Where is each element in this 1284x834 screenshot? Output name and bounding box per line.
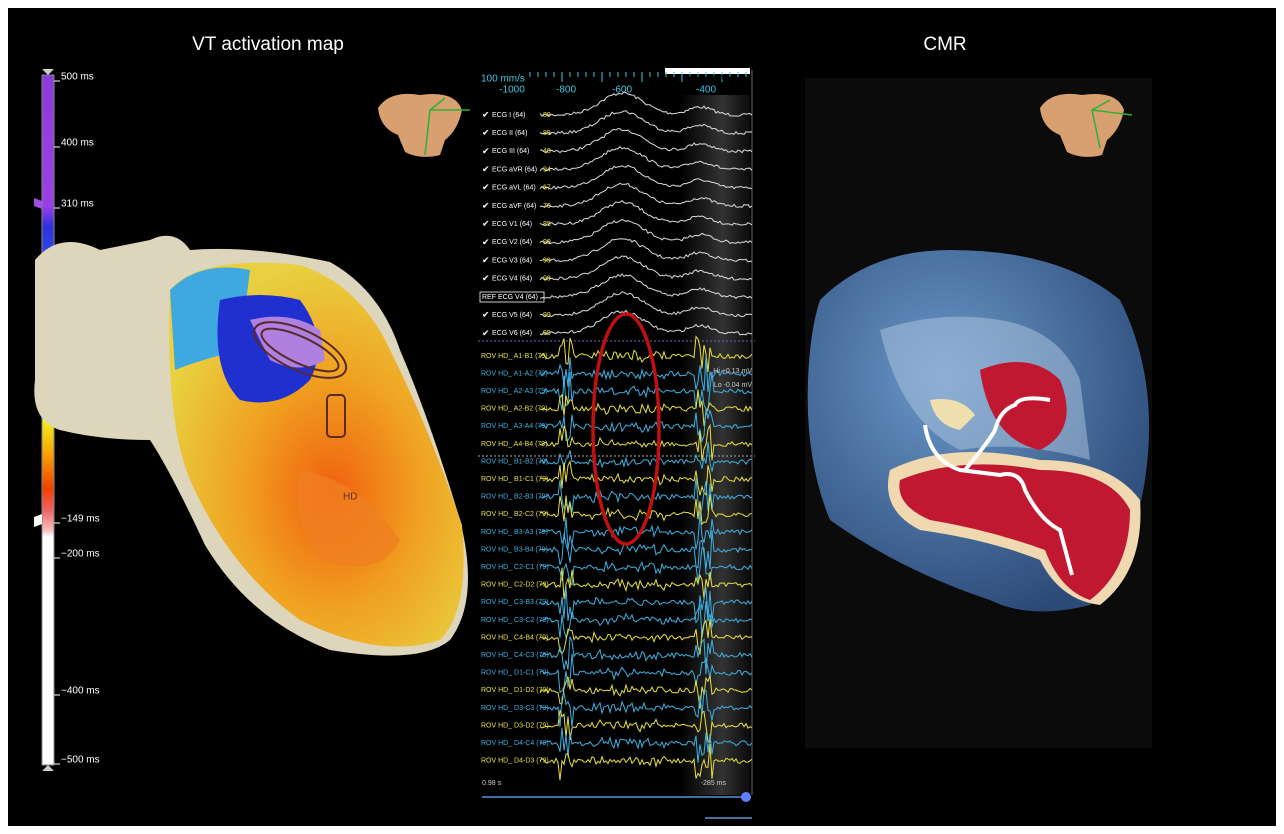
ruler-label: -400 <box>696 85 716 96</box>
colorbar-label: −200 ms <box>61 549 100 560</box>
channel-label: ROV HD_ A2-B2 (79) <box>481 406 548 413</box>
ruler-label: -800 <box>556 85 576 96</box>
channel-label: ECG III (64) <box>492 148 529 155</box>
channel-label: ROV HD_ D1-D2 (79) <box>481 687 549 694</box>
channel-value: 99 <box>543 330 551 337</box>
page: VT activation map CMR 500 ms 400 ms 310 ms… <box>0 0 1284 834</box>
title: CMR <box>923 34 966 55</box>
channel-label: REF ECG V4 (64) <box>482 294 538 301</box>
channel-label: ECG aVF (64) <box>492 203 536 210</box>
channel-label: ROV HD_ C4-B4 (79) <box>481 634 548 641</box>
channel-label: ROV HD_ D3-C3 (79) <box>481 705 549 712</box>
channel-label: ROV HD_ D4-C4 (79) <box>481 740 549 747</box>
channel-label: ROV HD_ B1-B2 (79) <box>481 458 548 465</box>
catheter-label: HD <box>343 492 357 503</box>
speed: 100 mm/s <box>481 74 525 85</box>
ruler-label: -285 ms <box>685 75 711 82</box>
channel-label: ROV HD_ C4-C3 (79) <box>481 652 549 659</box>
channel-value: 99 <box>543 276 551 283</box>
colorbar-label: −149 ms <box>61 514 100 525</box>
channel-value: 99 <box>543 239 551 246</box>
channel-label: ROV HD_ D4-D3 (79) <box>481 758 549 765</box>
channel-label: ROV HD_ D1-C1 (79) <box>481 670 549 677</box>
channel-label: ECG V6 (64) <box>492 330 532 337</box>
channel-label: ECG I (64) <box>492 112 525 119</box>
channel-value: 99 <box>543 312 551 319</box>
channel-value: 67 <box>543 185 551 192</box>
check: ✔ <box>482 128 490 138</box>
channel-value: 94 <box>543 166 551 173</box>
channel-label: ROV HD_ A2-A3 (79) <box>481 388 548 395</box>
channel-label: ROV HD_ B2-B3 (79) <box>481 494 548 501</box>
time: 0.98 s <box>482 780 502 787</box>
channel-label: ECG aVL (64) <box>492 185 536 192</box>
channel-label: ECG V4 (64) <box>492 276 532 283</box>
gain: Hi +0.13 mV <box>713 368 752 375</box>
ruler-label: 174 ms <box>712 75 735 82</box>
channel-label: ECG II (64) <box>492 130 527 137</box>
channel-label: ROV HD_ A4-B4 (79) <box>481 441 548 448</box>
time: -285 ms <box>701 780 727 787</box>
channel-label: ROV HD_ C2-C1 (79) <box>481 564 549 571</box>
channel-value: 48 <box>543 148 551 155</box>
channel-value: 70 <box>543 203 551 210</box>
channel-label: ECG V2 (64) <box>492 239 532 246</box>
channel-label: ROV HD_ B3-B4 (79) <box>481 546 548 553</box>
check: ✔ <box>482 200 490 210</box>
check: ✔ <box>482 219 490 229</box>
channel-value: 89 <box>543 112 551 119</box>
screenshot: VT activation map CMR 500 ms 400 ms 310 ms… <box>0 0 1284 834</box>
title: VT activation map <box>192 34 344 55</box>
channel-label: ROV HD_ C2-D2 (79) <box>481 582 549 589</box>
check: ✔ <box>482 164 490 174</box>
channel-label: ECG aVR (64) <box>492 166 537 173</box>
channel-label: ROV HD_ D3-D2 (79) <box>481 722 549 729</box>
colorbar-label: 500 ms <box>61 72 94 83</box>
gain: Lo -0.04 mV <box>714 382 752 389</box>
channel-value: 99 <box>543 257 551 264</box>
channel-label: ROV HD_ A3-A4 (79) <box>481 423 548 430</box>
channel-label: ROV HD_ B3-A3 (79) <box>481 529 548 536</box>
colorbar-label: −500 ms <box>61 755 100 766</box>
channel-label: ROV HD_ B1-C1 (79) <box>481 476 548 483</box>
channel-label: ROV HD_ C3-B3 (79) <box>481 599 548 606</box>
channel-label: ROV HD_ C3-C2 (79) <box>481 617 549 624</box>
channel-value: 89 <box>543 130 551 137</box>
check: ✔ <box>482 182 490 192</box>
channel-label: ECG V3 (64) <box>492 257 532 264</box>
cmr-panel <box>805 78 1152 748</box>
channel-label: ROV HD_ A1-B1 (79) <box>481 353 548 360</box>
check: ✔ <box>482 273 490 283</box>
colorbar-label: −400 ms <box>61 686 100 697</box>
check: ✔ <box>482 109 490 119</box>
check: ✔ <box>482 328 490 338</box>
ruler-label: -1000 <box>499 85 525 96</box>
colorbar-label: 400 ms <box>61 138 94 149</box>
check: ✔ <box>482 237 490 247</box>
check: ✔ <box>482 255 490 265</box>
channel-label: ECG V1 (64) <box>492 221 532 228</box>
check: ✔ <box>482 146 490 156</box>
check: ✔ <box>482 310 490 320</box>
channel-label: ECG V5 (64) <box>492 312 532 319</box>
channel-value: 85 <box>543 221 551 228</box>
channel-label: ROV HD_ B2-C2 (79) <box>481 511 548 518</box>
colorbar-label: 310 ms <box>61 199 94 210</box>
channel-label: ROV HD_ A1-A2 (79) <box>481 370 548 377</box>
